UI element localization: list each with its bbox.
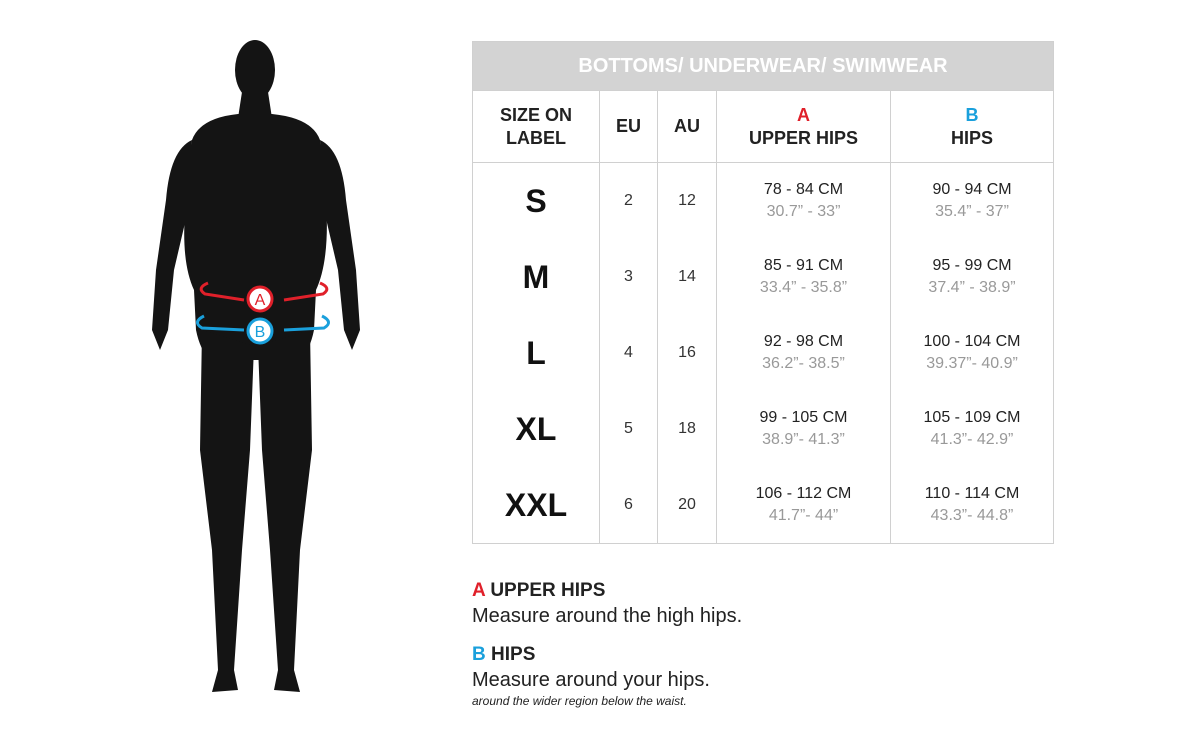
upper-hips-cell: 106 - 112 CM 41.7”- 44” — [716, 467, 891, 544]
header-hips: B HIPS — [889, 90, 1055, 163]
size-cell: XL — [472, 391, 600, 467]
hips-cm: 100 - 104 CM — [923, 333, 1021, 350]
upper-hips-cm: 106 - 112 CM — [755, 485, 852, 502]
table-row: XL 5 18 99 - 105 CM 38.9”- 41.3” 105 - 109 CM… — [472, 391, 1055, 467]
legend: A UPPER HIPS Measure around the high hip… — [472, 580, 742, 708]
header-au: AU — [657, 90, 717, 163]
upper-hips-in: 41.7”- 44” — [768, 507, 839, 524]
table-row: XXL 6 20 106 - 112 CM 41.7”- 44” 110 - 114 CM… — [472, 467, 1055, 544]
hips-cell: 110 - 114 CM 43.3”- 44.8” — [889, 467, 1055, 544]
upper-hips-in: 36.2”- 38.5” — [762, 355, 845, 372]
upper-hips-cell: 99 - 105 CM 38.9”- 41.3” — [716, 391, 891, 467]
au-cell: 16 — [657, 315, 717, 391]
hips-cm: 105 - 109 CM — [923, 409, 1021, 426]
size-cell: XXL — [472, 467, 600, 544]
size-cell: M — [472, 239, 600, 315]
au-cell: 14 — [657, 239, 717, 315]
header-row: SIZE ON LABEL EU AU A UPPER HIPS B HIPS — [472, 90, 1055, 163]
table-row: S 2 12 78 - 84 CM 30.7” - 33” 90 - 94 CM 35.4”… — [472, 162, 1055, 239]
hips-in: 37.4” - 38.9” — [928, 279, 1016, 296]
upper-hips-cm: 85 - 91 CM — [763, 257, 844, 274]
hips-cell: 95 - 99 CM 37.4” - 38.9” — [889, 239, 1055, 315]
eu-cell: 2 — [599, 162, 658, 239]
hips-cm: 95 - 99 CM — [932, 257, 1012, 274]
table-row: L 4 16 92 - 98 CM 36.2”- 38.5” 100 - 104 CM 39… — [472, 315, 1055, 391]
header-size: SIZE ON LABEL — [472, 90, 600, 163]
header-a-letter: A — [797, 104, 810, 125]
marker-b-label: B — [255, 324, 266, 341]
mannequin-figure: A B — [152, 40, 360, 692]
hips-in: 35.4” - 37” — [935, 203, 1009, 220]
hips-cell: 90 - 94 CM 35.4” - 37” — [889, 162, 1055, 239]
eu-cell: 3 — [599, 239, 658, 315]
upper-hips-cell: 85 - 91 CM 33.4” - 35.8” — [716, 239, 891, 315]
legend-a-label: UPPER HIPS — [490, 580, 606, 601]
legend-a-title: A UPPER HIPS — [472, 580, 742, 602]
table-row: M 3 14 85 - 91 CM 33.4” - 35.8” 95 - 99 CM 37.… — [472, 239, 1055, 315]
legend-a-description: Measure around the high hips. — [472, 605, 743, 627]
mannequin-silhouette — [152, 40, 360, 692]
hips-in: 39.37”- 40.9” — [926, 355, 1018, 372]
eu-cell: 5 — [599, 391, 658, 467]
upper-hips-cell: 78 - 84 CM 30.7” - 33” — [716, 162, 891, 239]
header-b-letter: B — [965, 104, 979, 125]
size-cell: S — [472, 162, 600, 239]
marker-a — [246, 285, 274, 313]
arrow-b-right — [283, 314, 330, 332]
upper-hips-cm: 92 - 98 CM — [763, 333, 844, 350]
size-cell: L — [472, 315, 600, 391]
legend-b-label: HIPS — [491, 644, 536, 665]
eu-cell: 4 — [599, 315, 658, 391]
arrow-b-left — [196, 314, 245, 332]
legend-b-description: Measure around your hips. — [472, 669, 710, 691]
hips-cm: 90 - 94 CM — [932, 181, 1012, 198]
legend-b-title: B HIPS — [472, 644, 742, 666]
hips-cm: 110 - 114 CM — [924, 485, 1020, 502]
legend-a-letter: A — [472, 580, 486, 601]
au-cell: 18 — [657, 391, 717, 467]
marker-a-label: A — [255, 292, 266, 309]
header-upper-hips: A UPPER HIPS — [716, 90, 891, 163]
upper-hips-in: 33.4” - 35.8” — [759, 279, 848, 296]
marker-b — [246, 317, 274, 345]
header-b-label: HIPS — [951, 127, 994, 148]
upper-hips-cell: 92 - 98 CM 36.2”- 38.5” — [716, 315, 891, 391]
au-cell: 12 — [657, 162, 717, 239]
header-eu: EU — [599, 90, 658, 163]
size-chart-table: BOTTOMS/ UNDERWEAR/ SWIMWEAR SIZE ON LAB… — [471, 41, 1055, 544]
upper-hips-cm: 99 - 105 CM — [759, 409, 848, 426]
legend-b-note: around the wider region below the waist. — [472, 694, 687, 708]
hips-cell: 100 - 104 CM 39.37”- 40.9” — [889, 315, 1055, 391]
eu-cell: 6 — [599, 467, 658, 544]
legend-b-letter: B — [472, 644, 486, 665]
upper-hips-in: 30.7” - 33” — [766, 203, 841, 220]
hips-in: 41.3”- 42.9” — [930, 431, 1014, 448]
au-cell: 20 — [657, 467, 717, 544]
arrow-a-left — [199, 281, 245, 302]
upper-hips-cm: 78 - 84 CM — [763, 181, 844, 198]
arrow-a-right — [283, 281, 329, 302]
header-a-label: UPPER HIPS — [748, 127, 859, 148]
hips-in: 43.3”- 44.8” — [930, 507, 1014, 524]
table-title: BOTTOMS/ UNDERWEAR/ SWIMWEAR — [471, 41, 1055, 91]
hips-cell: 105 - 109 CM 41.3”- 42.9” — [889, 391, 1055, 467]
upper-hips-in: 38.9”- 41.3” — [762, 431, 845, 448]
